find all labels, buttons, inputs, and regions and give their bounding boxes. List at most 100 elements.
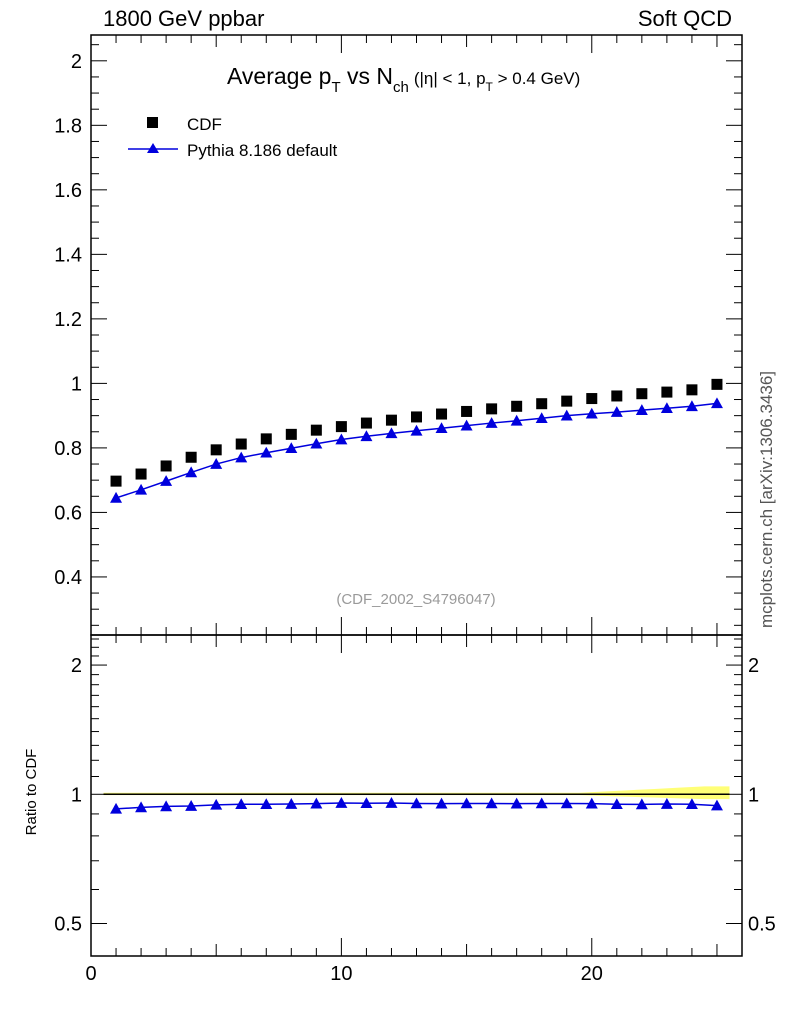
pythia-point (210, 458, 223, 469)
cdf-uncertainty-band (103, 786, 730, 800)
cdf-point (511, 400, 523, 412)
cdf-point (110, 475, 122, 487)
pythia-point (410, 424, 423, 436)
cdf-point (486, 403, 498, 415)
ratio-pythia-point (510, 797, 523, 809)
ratio-pythia-point (685, 798, 698, 810)
ratio-pythia-point (635, 798, 648, 810)
pythia-point (485, 417, 498, 428)
pythia-point (635, 404, 648, 415)
legend-pythia-label: Pythia 8.186 default (187, 141, 338, 160)
main-y-tick-label: 1 (71, 373, 82, 395)
main-title: Average pT vs Nch (|η| < 1, pT > 0.4 GeV) (227, 63, 580, 96)
ratio-y-tick-label-right: 0.5 (748, 913, 776, 935)
ratio-pythia-point (360, 797, 373, 809)
pythia-point (510, 414, 523, 426)
main-y-tick-label: 1.8 (54, 115, 82, 137)
pythia-point (435, 422, 448, 434)
cdf-point (611, 390, 623, 402)
pythia-point (335, 433, 348, 445)
ratio-pythia-point (210, 798, 223, 810)
pythia-point (110, 491, 123, 503)
pythia-point (585, 407, 598, 419)
cdf-point (235, 438, 247, 450)
cdf-point (436, 408, 448, 420)
ratio-y-tick-label-left: 1 (71, 784, 82, 806)
pythia-point (385, 427, 398, 439)
main-y-tick-label: 2 (71, 51, 82, 73)
cdf-point (686, 384, 698, 396)
cdf-point (661, 386, 673, 398)
pythia-point (235, 451, 248, 463)
pythia-point (660, 402, 673, 414)
cdf-point (135, 468, 147, 480)
main-y-tick-label: 1.4 (54, 244, 82, 266)
legend-pythia-marker (147, 143, 159, 153)
pythia-point (360, 430, 373, 442)
ratio-y-axis-label: Ratio to CDF (23, 749, 40, 836)
cdf-point (536, 398, 548, 410)
ratio-y-tick-label-right: 1 (748, 784, 759, 806)
ratio-pythia-point (435, 797, 448, 809)
analysis-watermark: (CDF_2002_S4796047) (336, 591, 495, 608)
ratio-pythia-point (235, 798, 248, 810)
x-tick-label: 20 (581, 963, 603, 985)
cdf-point (711, 378, 723, 390)
ratio-pythia-point (585, 797, 598, 809)
ratio-pythia-point (335, 797, 348, 808)
header-category-label: Soft QCD (637, 6, 732, 31)
pythia-point (610, 406, 623, 417)
ratio-y-tick-label-right: 2 (748, 655, 759, 677)
ratio-pythia-point (110, 802, 123, 814)
legend-cdf-label: CDF (187, 115, 222, 134)
pythia-point (135, 483, 148, 495)
cdf-point (335, 421, 347, 433)
cdf-point (260, 433, 272, 445)
pythia-point (185, 466, 198, 478)
pythia-point (160, 475, 173, 486)
ratio-pythia-point (410, 797, 423, 809)
ratio-uncertainty-band (103, 786, 730, 800)
main-y-tick-label: 1.6 (54, 180, 82, 202)
ratio-pythia-point (385, 797, 398, 808)
cdf-point (210, 444, 222, 456)
ratio-y-tick-label-left: 0.5 (54, 913, 82, 935)
cdf-point (310, 424, 322, 436)
ratio-pythia-point (285, 798, 298, 809)
header-process-label: 1800 GeV ppbar (103, 6, 265, 31)
ratio-pythia-point (660, 798, 673, 809)
main-y-tick-label: 0.4 (54, 567, 82, 589)
pythia-point (460, 419, 473, 431)
main-y-tick-label: 1.2 (54, 309, 82, 331)
cdf-point (636, 388, 648, 400)
cdf-point (285, 428, 297, 440)
cdf-point (561, 395, 573, 407)
ratio-pythia-point (310, 797, 323, 809)
ratio-pythia-point (135, 801, 148, 813)
main-y-tick-label: 0.8 (54, 438, 82, 460)
x-tick-label: 0 (85, 963, 96, 985)
ratio-pythia-point (460, 797, 473, 809)
pythia-point (535, 412, 548, 424)
ratio-pythia-point (485, 797, 498, 809)
pythia-point (560, 409, 573, 421)
cdf-point (360, 417, 372, 429)
pythia-point (710, 397, 723, 409)
cdf-point (160, 460, 172, 472)
ratio-pythia-point (560, 797, 573, 809)
ratio-pythia-point (260, 798, 273, 810)
ratio-pythia-point (710, 799, 723, 811)
pythia-point (310, 437, 323, 449)
ratio-pythia-point (185, 800, 198, 811)
pythia-point (685, 400, 698, 412)
ratio-y-tick-label-left: 2 (71, 655, 82, 677)
cdf-point (385, 414, 397, 426)
series-layer (110, 378, 723, 814)
cdf-point (461, 405, 473, 417)
main-y-tick-label: 0.6 (54, 502, 82, 524)
cdf-point (411, 411, 422, 423)
pythia-point (285, 442, 298, 454)
axis-ticks: 0.40.60.811.21.41.61.820.5 0.51 12 20 10 20 (54, 35, 776, 985)
x-tick-label: 10 (330, 963, 352, 985)
